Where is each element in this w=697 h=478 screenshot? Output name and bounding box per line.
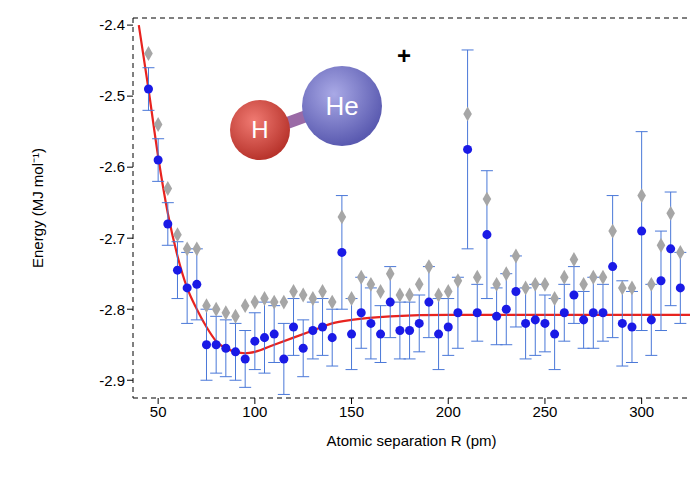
svg-text:-2.6: -2.6 bbox=[99, 158, 125, 175]
svg-text:200: 200 bbox=[436, 403, 461, 420]
svg-text:He: He bbox=[325, 91, 358, 121]
svg-text:-2.9: -2.9 bbox=[99, 372, 125, 389]
svg-text:-2.4: -2.4 bbox=[99, 16, 125, 33]
svg-text:-2.8: -2.8 bbox=[99, 301, 125, 318]
svg-text:H: H bbox=[251, 116, 268, 143]
svg-text:-2.7: -2.7 bbox=[99, 230, 125, 247]
svg-text:150: 150 bbox=[339, 403, 364, 420]
svg-text:-2.5: -2.5 bbox=[99, 87, 125, 104]
svg-text:Atomic separation R (pm): Atomic separation R (pm) bbox=[326, 432, 496, 449]
svg-text:Energy (MJ mol⁻¹): Energy (MJ mol⁻¹) bbox=[29, 148, 46, 268]
svg-text:50: 50 bbox=[150, 403, 167, 420]
svg-text:300: 300 bbox=[629, 403, 654, 420]
svg-text:+: + bbox=[397, 42, 411, 69]
svg-text:100: 100 bbox=[242, 403, 267, 420]
svg-text:250: 250 bbox=[532, 403, 557, 420]
